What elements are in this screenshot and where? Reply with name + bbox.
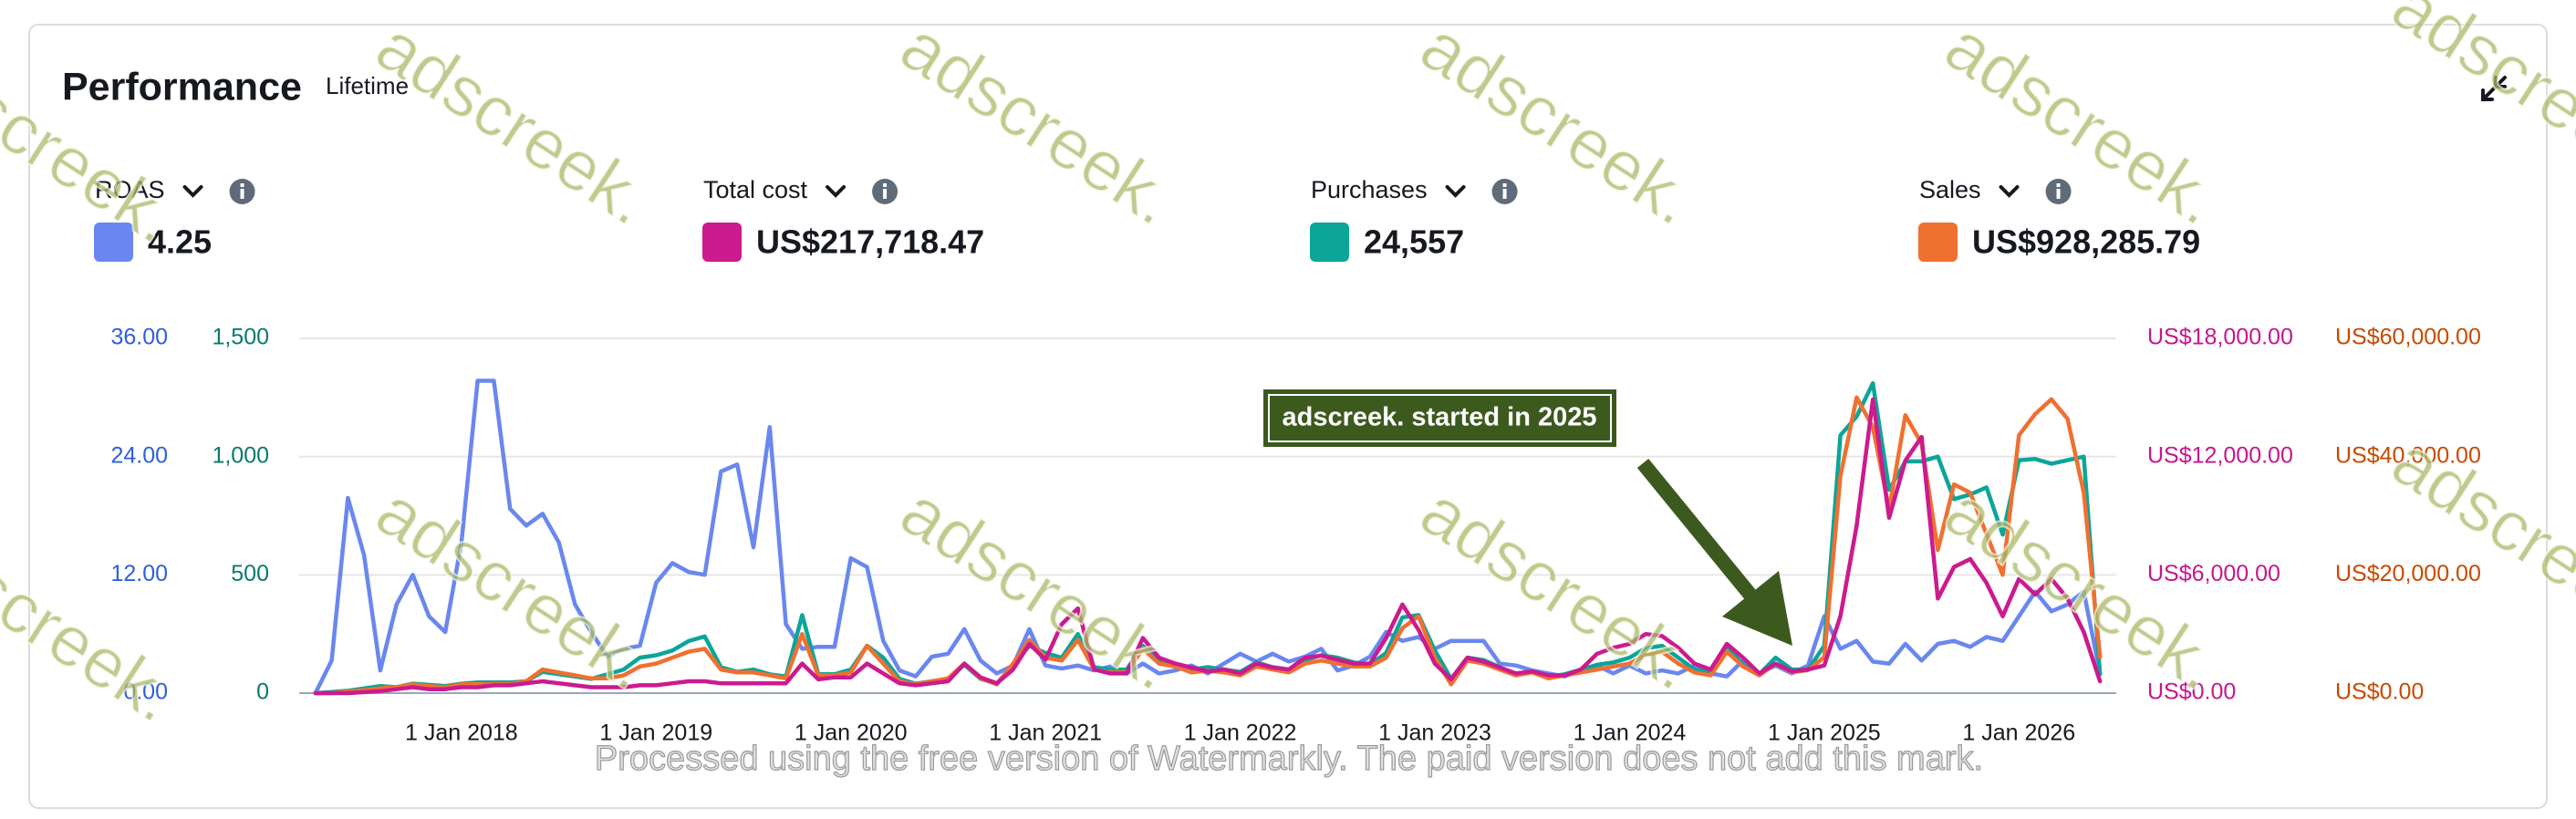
info-bar bbox=[2056, 189, 2061, 199]
info-dot bbox=[883, 183, 888, 187]
x-tick-label: 1 Jan 2022 bbox=[1184, 721, 1297, 746]
series-line bbox=[313, 397, 2103, 696]
chevron bbox=[1445, 185, 1466, 198]
y-tick-label: 24.00 bbox=[110, 442, 168, 468]
metric-value: 4.25 bbox=[148, 223, 212, 261]
x-tick-label: 1 Jan 2020 bbox=[795, 721, 908, 746]
metric-value: US$217,718.47 bbox=[756, 223, 984, 261]
x-tick-label: 1 Jan 2026 bbox=[1962, 721, 2075, 746]
swatch bbox=[702, 223, 742, 262]
annotation-box bbox=[1263, 389, 1616, 447]
y-tick-label: 0.00 bbox=[123, 679, 168, 705]
chevron bbox=[182, 185, 203, 198]
x-tick-label: 1 Jan 2021 bbox=[989, 721, 1102, 746]
x-tick-label: 1 Jan 2018 bbox=[405, 721, 518, 746]
metric-name: Total cost bbox=[703, 176, 808, 203]
x-tick-label: 1 Jan 2025 bbox=[1768, 721, 1881, 746]
y-tick-label: 1,000 bbox=[212, 442, 269, 468]
metric[interactable]: Purchases 24,557 bbox=[1310, 176, 1518, 262]
swatch bbox=[1918, 223, 1958, 262]
annotation-arrow-head bbox=[1722, 571, 1792, 646]
x-tick-label: 1 Jan 2023 bbox=[1378, 721, 1491, 746]
y-tick-label: US$18,000.00 bbox=[2147, 325, 2293, 350]
subtitle: Lifetime bbox=[326, 72, 409, 99]
y-tick-label: US$40,000.00 bbox=[2335, 442, 2481, 468]
y-tick-label: 500 bbox=[231, 561, 269, 586]
swatch bbox=[94, 223, 133, 262]
metric-value: US$928,285.79 bbox=[1972, 223, 2200, 261]
title: Performance bbox=[62, 65, 302, 109]
y-tick-label: 1,500 bbox=[212, 325, 269, 350]
x-tick-label: 1 Jan 2024 bbox=[1574, 721, 1687, 746]
y-tick-label: US$60,000.00 bbox=[2335, 325, 2481, 350]
chevron bbox=[1999, 185, 2020, 198]
info-dot bbox=[1502, 183, 1507, 187]
y-tick-label: 0 bbox=[256, 679, 269, 705]
metric[interactable]: Total cost US$217,718.47 bbox=[702, 176, 984, 262]
info-dot bbox=[240, 183, 244, 187]
y-tick-label: US$6,000.00 bbox=[2147, 561, 2280, 586]
swatch bbox=[1310, 223, 1349, 262]
info-bar bbox=[240, 189, 244, 199]
metric[interactable]: ROAS 4.25 bbox=[94, 176, 255, 262]
metric-name: Sales bbox=[1919, 176, 1981, 203]
collapse-icon[interactable] bbox=[2481, 76, 2507, 101]
y-tick-label: US$0.00 bbox=[2147, 679, 2236, 705]
annotation-text: adscreek. started in 2025 bbox=[1283, 403, 1597, 432]
collapse-stroke bbox=[2481, 88, 2494, 101]
annotation-inner bbox=[1268, 394, 1612, 442]
metric[interactable]: Sales US$928,285.79 bbox=[1918, 176, 2200, 262]
metric-value: 24,557 bbox=[1364, 223, 1464, 261]
info-dot bbox=[2056, 183, 2061, 187]
info-bar bbox=[883, 189, 888, 199]
info-bar bbox=[1502, 189, 1507, 199]
y-tick-label: 36.00 bbox=[110, 325, 168, 350]
y-tick-label: US$12,000.00 bbox=[2147, 442, 2293, 468]
metric-name: Purchases bbox=[1311, 176, 1428, 203]
annotation-arrow-shaft bbox=[1636, 458, 1771, 618]
metric-name: ROAS bbox=[95, 176, 165, 203]
footer-watermark: Processed using the free version of Wate… bbox=[595, 740, 1983, 778]
y-tick-label: 12.00 bbox=[110, 561, 168, 586]
x-tick-label: 1 Jan 2019 bbox=[599, 721, 712, 746]
y-tick-label: US$20,000.00 bbox=[2335, 561, 2481, 586]
y-tick-label: US$0.00 bbox=[2335, 679, 2424, 705]
collapse-stroke bbox=[2494, 76, 2507, 88]
chevron bbox=[826, 185, 847, 198]
